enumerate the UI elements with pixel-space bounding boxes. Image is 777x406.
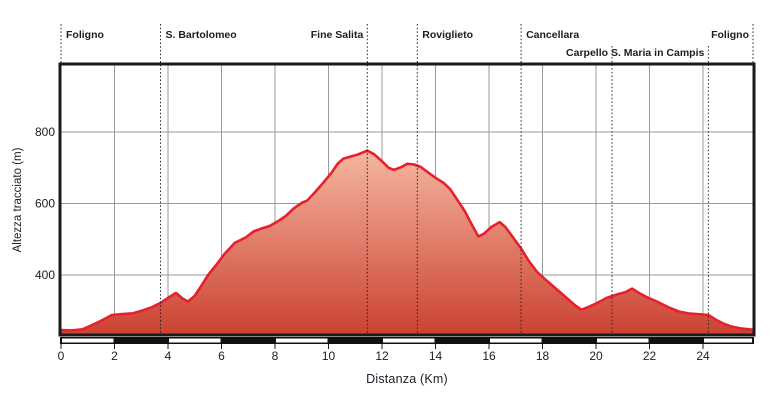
km-bar-white-segment <box>61 337 115 344</box>
km-bar-white-segment <box>596 337 650 344</box>
x-tick-label: 18 <box>536 349 550 363</box>
km-bar-white-segment <box>489 337 543 344</box>
km-bar-white-segment <box>382 337 436 344</box>
x-tick-label: 22 <box>643 349 657 363</box>
plot-frame <box>58 62 756 337</box>
marker-label-s-bartolomeo: S. Bartolomeo <box>166 29 237 41</box>
y-axis-title: Altezza tracciato (m) <box>12 147 24 253</box>
x-tick-label: 0 <box>58 349 65 363</box>
marker-label-foligno: Foligno <box>711 29 749 41</box>
marker-label-cancellara: Cancellara <box>526 29 579 41</box>
x-tick-label: 12 <box>375 349 389 363</box>
x-tick-label: 10 <box>322 349 336 363</box>
x-tick-label: 20 <box>589 349 603 363</box>
y-tick-label: 600 <box>35 197 55 211</box>
x-tick-label: 24 <box>696 349 710 363</box>
km-bar-white-segment <box>168 337 222 344</box>
marker-label-roviglieto: Roviglieto <box>422 29 473 41</box>
marker-label-s-maria-in-campis: S. Maria in Campis <box>611 47 705 59</box>
y-tick-label: 400 <box>35 268 55 282</box>
x-tick-label: 4 <box>165 349 172 363</box>
marker-label-fine-salita: Fine Salita <box>311 29 364 41</box>
marker-label-carpello: Carpello <box>566 47 608 59</box>
elevation-line <box>59 149 755 332</box>
x-tick-label: 14 <box>429 349 443 363</box>
x-tick-label: 8 <box>272 349 279 363</box>
x-axis-title: Distanza (Km) <box>366 372 448 386</box>
x-tick-label: 2 <box>111 349 118 363</box>
x-tick-label: 6 <box>218 349 225 363</box>
y-tick-label: 800 <box>35 125 55 139</box>
km-bar-white-segment <box>703 337 754 344</box>
elevation-area <box>61 150 753 335</box>
km-bar-white-segment <box>275 337 329 344</box>
x-tick-label: 16 <box>482 349 496 363</box>
marker-label-foligno: Foligno <box>66 29 104 41</box>
